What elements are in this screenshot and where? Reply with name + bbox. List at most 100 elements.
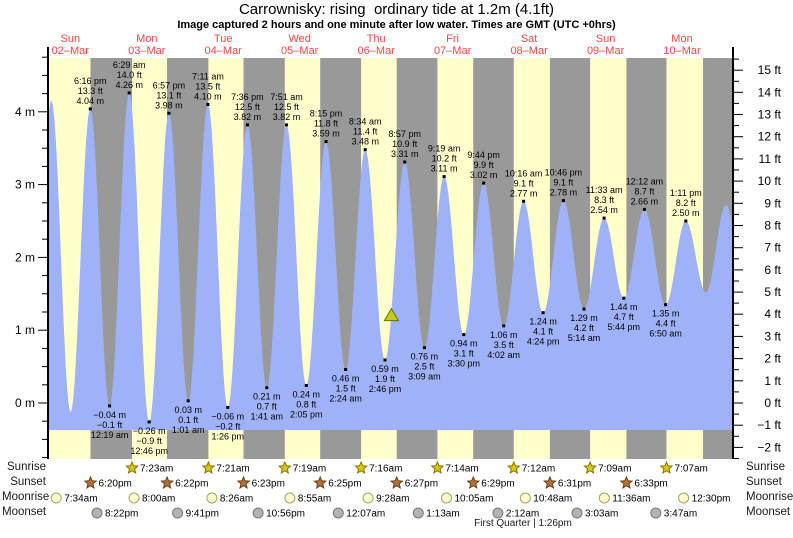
low-tide-dot (226, 405, 230, 409)
sunrise-time: 7:16am (369, 464, 402, 475)
low-tide-label: 1:01 am (172, 425, 205, 435)
sunset-star-icon (619, 475, 634, 489)
high-tide-dot (363, 148, 367, 152)
low-tide-label: 1.5 ft (336, 384, 357, 394)
sunrise-time: 7:12am (522, 464, 555, 475)
left-axis-label: 4 m (15, 105, 35, 119)
high-tide-label: 7:51 am (270, 92, 303, 102)
sunset-star-icon (313, 475, 328, 489)
moonset-time: 3:47am (664, 509, 697, 520)
moonset-time: 3:03am (585, 509, 618, 520)
low-tide-label: 0.94 m (450, 339, 478, 349)
high-tide-label: 9:44 pm (467, 150, 500, 160)
moonset-circle-icon (172, 507, 184, 519)
low-tide-label: 0.24 m (293, 390, 321, 400)
low-tide-dot (304, 384, 308, 387)
low-tide-dot (265, 386, 269, 390)
low-tide-label: 1.29 m (570, 313, 598, 323)
sunrise-time: 7:23am (140, 464, 173, 475)
high-tide-label: 3.98 m (155, 100, 183, 110)
high-tide-label: 12.5 ft (274, 102, 300, 112)
low-tide-label: 0.7 ft (257, 402, 278, 412)
high-tide-label: 14.0 ft (117, 70, 143, 80)
low-tide-label: 1.35 m (652, 309, 680, 319)
right-axis-label: 7 ft (764, 241, 781, 255)
right-axis-label: 6 ft (764, 263, 781, 277)
low-tide-dot (462, 333, 466, 337)
moonset-time: 2:12am (506, 509, 539, 520)
high-tide-label: 8:34 am (349, 117, 382, 127)
high-tide-label: 13.5 ft (195, 82, 221, 92)
day-date: 02–Mar (52, 45, 90, 57)
high-tide-label: 9.1 ft (553, 178, 574, 188)
low-tide-dot (502, 324, 506, 328)
high-tide-label: 1:11 pm (670, 188, 702, 198)
high-tide-label: 10.2 ft (432, 154, 458, 164)
sunrise-star-icon (277, 460, 292, 474)
high-tide-label: 12.5 ft (235, 102, 261, 112)
moonrise-time: 10:48am (533, 494, 572, 505)
day-name: Mon (671, 33, 692, 45)
moonrise-time: 10:05am (455, 494, 494, 505)
moonset-time: 8:22pm (105, 509, 138, 520)
right-axis-label: 13 ft (758, 108, 782, 122)
sunset-star-icon (466, 475, 481, 489)
left-axis-label: 1 m (15, 323, 35, 337)
moonset-circle-icon (252, 507, 264, 519)
high-tide-label: 8.2 ft (676, 198, 697, 208)
high-tide-label: 7:36 pm (231, 92, 264, 102)
right-axis-label: 15 ft (758, 63, 782, 77)
high-tide-label: 11.8 ft (314, 119, 339, 129)
sunrise-time: 7:14am (445, 464, 478, 475)
sunset-row-label-left: Sunset (10, 476, 46, 488)
high-tide-label: 10.9 ft (392, 139, 418, 149)
high-tide-label: 8:15 pm (310, 109, 343, 119)
moonset-circle-icon (492, 507, 504, 519)
low-tide-label: 5:44 pm (608, 322, 641, 332)
right-axis-label: 1 ft (764, 374, 781, 388)
low-tide-label: −0.04 m (93, 410, 126, 420)
moonrise-circle-icon (441, 492, 452, 504)
high-tide-dot (245, 123, 249, 127)
moonrise-circle-icon (206, 492, 218, 504)
sunset-time: 6:20pm (99, 479, 132, 490)
high-tide-dot (127, 91, 131, 95)
chart-subtitle: Image captured 2 hours and one minute af… (177, 19, 616, 31)
low-tide-label: 12:46 pm (130, 446, 168, 456)
sunrise-star-icon (354, 460, 369, 474)
day-date: 06–Mar (358, 45, 396, 57)
moonrise-circle-icon (284, 492, 296, 504)
high-tide-label: 4.04 m (77, 96, 105, 106)
high-tide-dot (206, 103, 210, 106)
high-tide-label: 6:29 am (113, 60, 146, 70)
right-axis-label: 14 ft (758, 85, 782, 99)
high-tide-label: 9:19 am (428, 144, 461, 154)
right-axis-label: −2 ft (757, 440, 781, 454)
low-tide-label: −0.06 m (211, 411, 244, 421)
sunset-star-icon (542, 475, 557, 489)
low-tide-label: 4:24 pm (527, 337, 560, 347)
low-tide-label: 2.5 ft (414, 362, 435, 372)
low-tide-label: 0.1 ft (178, 415, 199, 425)
high-tide-label: 2.66 m (631, 196, 659, 206)
right-axis-label: 2 ft (764, 352, 781, 366)
day-name: Tue (214, 33, 233, 45)
moonset-row-label-right: Moonset (746, 506, 791, 518)
moonset-row-label-left: Moonset (2, 506, 47, 518)
high-tide-label: 3.59 m (312, 129, 340, 139)
high-tide-label: 10:16 am (505, 168, 543, 178)
high-tide-dot (482, 181, 486, 185)
low-tide-label: 3.1 ft (454, 349, 475, 359)
moonrise-time: 7:34am (64, 494, 97, 505)
high-tide-dot (285, 123, 288, 127)
low-tide-label: 1.24 m (529, 317, 557, 327)
moonrise-time: 9:28am (376, 494, 409, 505)
moonrise-row-label-right: Moonrise (746, 491, 793, 503)
low-tide-label: 0.8 ft (296, 400, 317, 410)
high-tide-dot (522, 199, 526, 203)
high-tide-dot (403, 160, 407, 164)
low-tide-label: −0.9 ft (137, 436, 163, 446)
right-axis-label: −1 ft (757, 418, 781, 432)
sunrise-time: 7:07am (675, 464, 708, 475)
